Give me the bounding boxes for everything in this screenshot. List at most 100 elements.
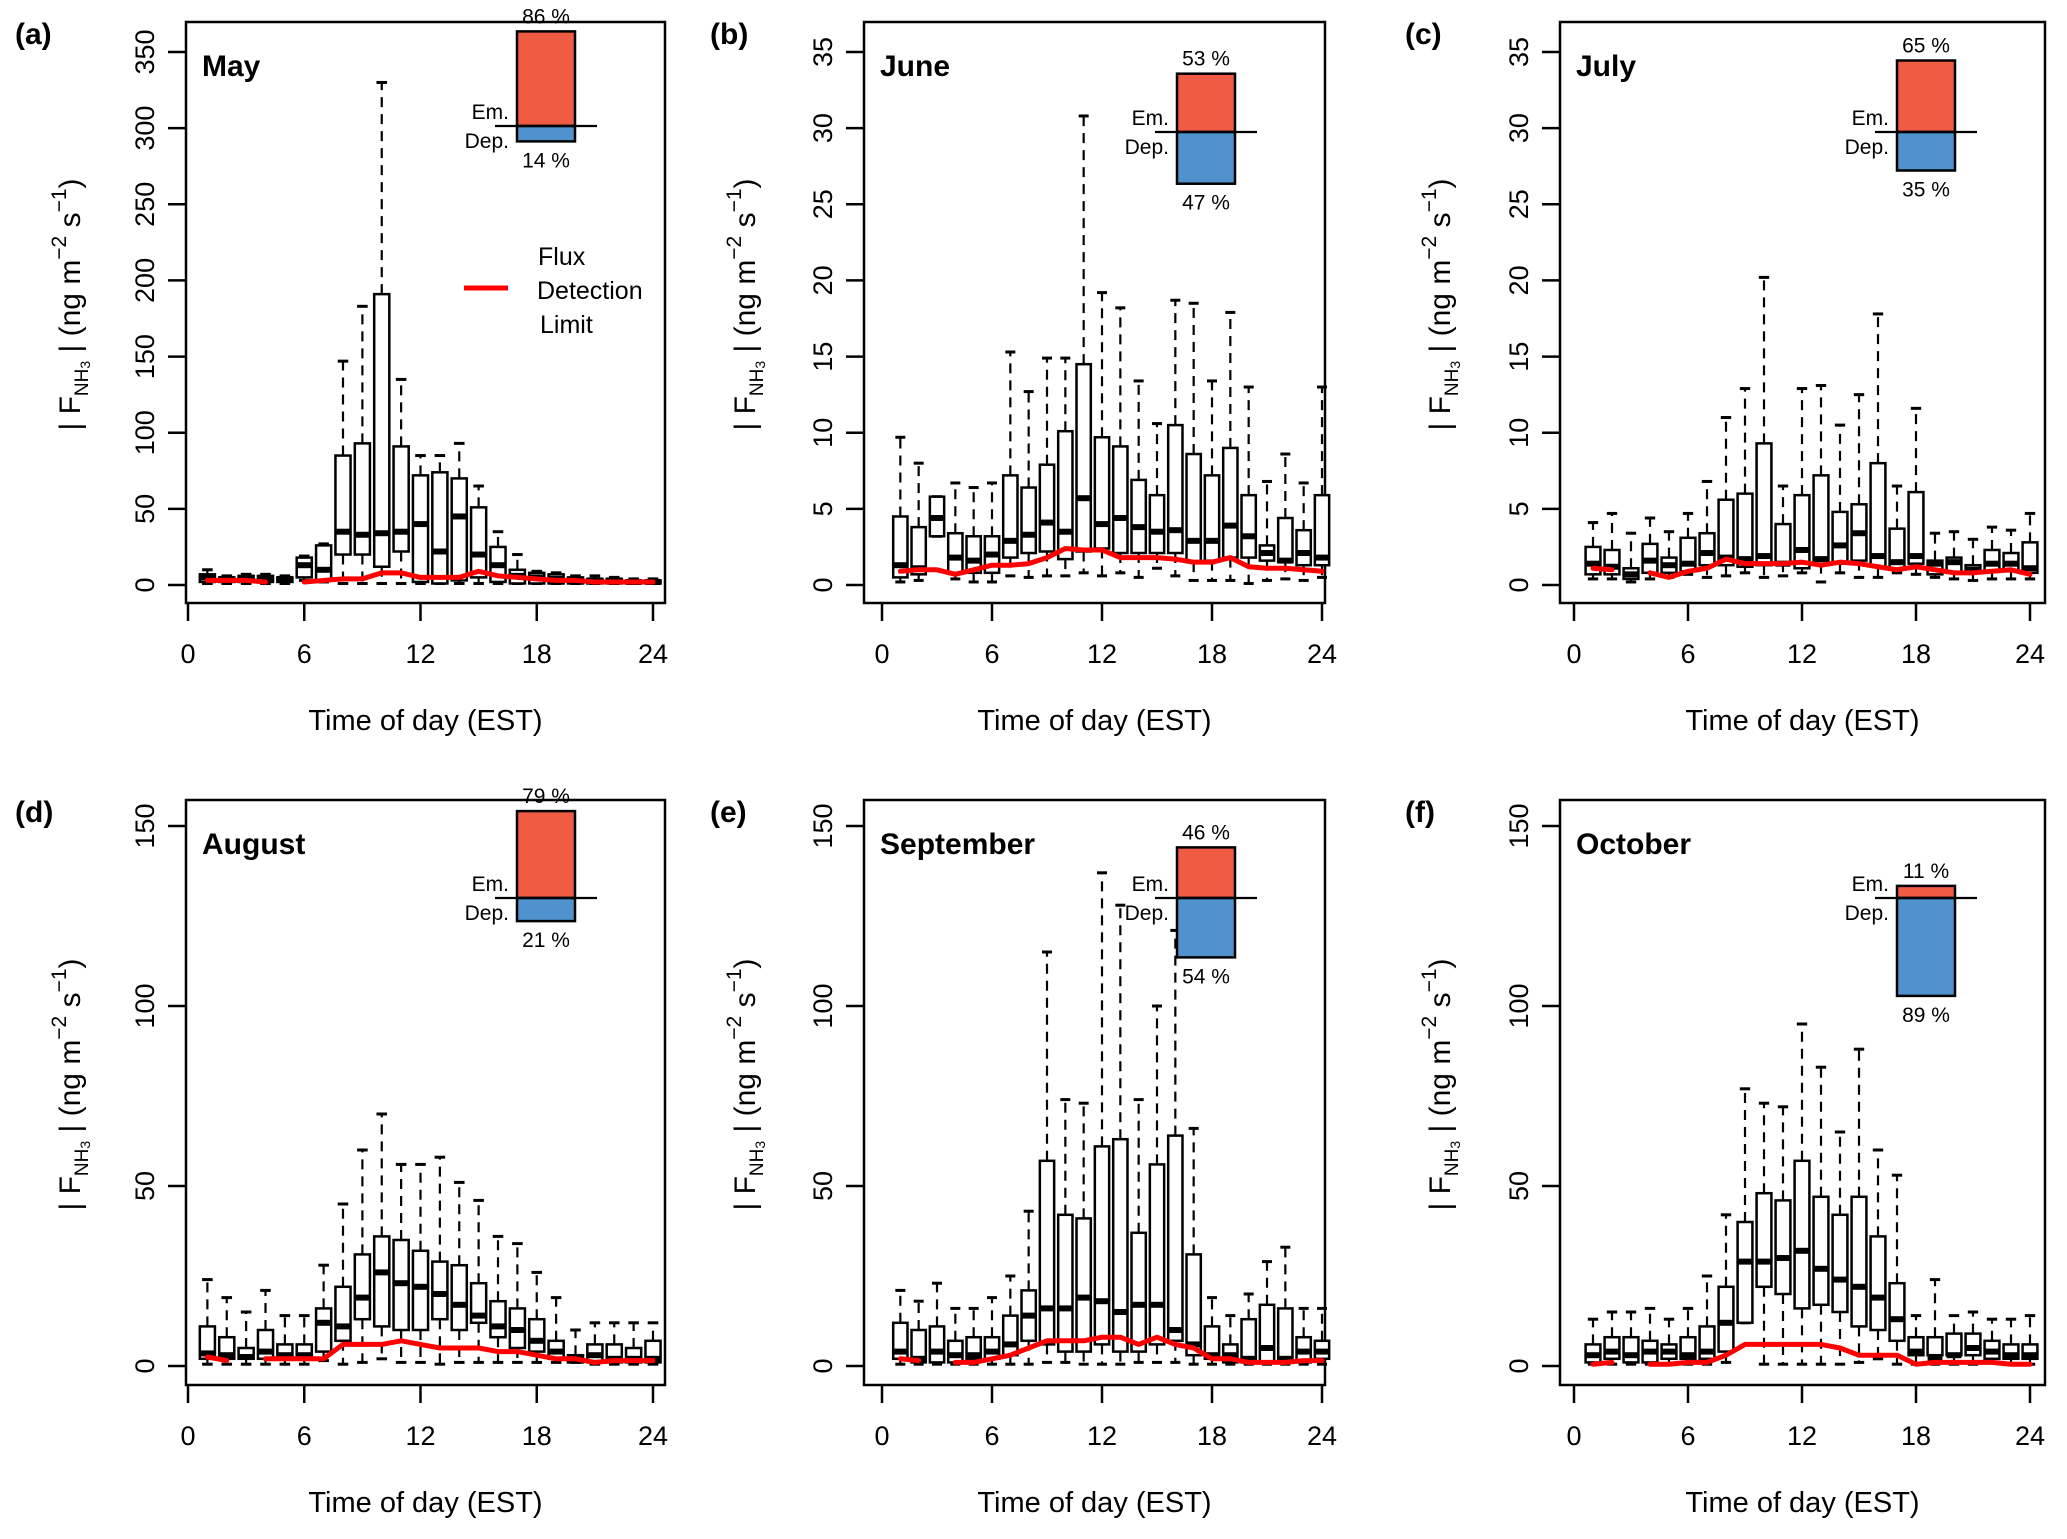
boxplot-hour-20 <box>1945 530 1963 581</box>
boxplot-hour-7 <box>314 542 333 584</box>
ylabel-part: ) <box>1424 178 1457 188</box>
iqr-box <box>946 531 964 575</box>
boxplot-hour-10 <box>1056 356 1074 578</box>
boxplot-hour-15 <box>1850 393 1868 579</box>
iqr-box <box>1020 486 1038 555</box>
dep-label: Dep. <box>1125 136 1169 159</box>
iqr-box <box>1056 429 1074 561</box>
iqr-box <box>450 1263 469 1332</box>
flux-detection-limit-line <box>301 568 656 585</box>
iqr-box <box>411 1249 430 1332</box>
panel-title: July <box>1576 50 1636 83</box>
x-tick-label: 24 <box>1307 639 1337 669</box>
ylabel-part: | (ng m <box>54 1040 87 1141</box>
deposition-bar <box>1895 896 1957 998</box>
iqr-box <box>1907 490 1925 565</box>
boxplot-hour-14 <box>1831 423 1849 575</box>
boxplot-hour-23 <box>2002 528 2020 581</box>
ylabel-part: | (ng m <box>729 260 762 361</box>
ylabel-part: ) <box>1424 958 1457 968</box>
boxplot-hour-17 <box>1888 484 1906 575</box>
emission-bar <box>1895 59 1957 134</box>
flux-detection-limit-line <box>952 1334 1325 1365</box>
ylabel-subscript: NH <box>747 1149 768 1176</box>
ylabel-subscript: NH <box>747 369 768 396</box>
iqr-box <box>1075 1217 1093 1353</box>
ylabel-superscript: −1 <box>723 968 746 992</box>
ylabel-subscript: 3 <box>752 1141 768 1149</box>
x-tick-label: 24 <box>2015 1421 2045 1451</box>
ylabel-part: | F <box>729 396 762 430</box>
boxplot-hour-11 <box>392 377 410 585</box>
ylabel-part: | (ng m <box>1424 1040 1457 1141</box>
iqr-box <box>1093 436 1111 550</box>
x-tick-label: 6 <box>984 1421 999 1451</box>
boxplot-hour-20 <box>1945 1314 1963 1366</box>
ylabel-part: ) <box>729 958 762 968</box>
iqr-box <box>1093 1145 1111 1346</box>
ylabel-part: | F <box>1424 396 1457 430</box>
x-tick-label: 24 <box>638 639 668 669</box>
ylabel-part: | (ng m <box>729 1040 762 1141</box>
y-tick-label: 5 <box>1504 501 1534 516</box>
boxplot-hour-24 <box>1313 385 1331 579</box>
deposition-pct-label: 54 % <box>1182 965 1230 988</box>
y-tick-label: 100 <box>808 983 838 1028</box>
ylabel-superscript: −1 <box>48 188 71 212</box>
boxplot-hour-1 <box>1584 1317 1602 1366</box>
deposition-pct-label: 21 % <box>522 929 570 952</box>
boxplot-hour-8 <box>1020 390 1038 579</box>
emission-bar <box>1175 846 1237 900</box>
y-tick-label: 50 <box>130 494 160 524</box>
iqr-box <box>1983 548 2001 573</box>
plot-frame <box>862 20 1327 605</box>
panel-a: (a) May 0 50 100 150 200 250 300 350 0 6 12 18 24 Time … <box>15 5 668 737</box>
x-tick-label: 18 <box>522 1421 552 1451</box>
boxplot-hour-3 <box>928 1281 946 1366</box>
ylabel-part: | F <box>729 1176 762 1210</box>
flux-detection-limit-line <box>897 545 1325 577</box>
ylabel-subscript: 3 <box>1447 361 1463 369</box>
em-dep-inset: 46 % 54 % Em. Dep. <box>1125 821 1257 988</box>
ylabel-part: s <box>54 212 87 235</box>
emission-bar <box>515 809 577 900</box>
boxplot-hour-24 <box>2021 1314 2039 1366</box>
boxplot-hour-18 <box>1203 379 1221 582</box>
iqr-box <box>392 445 410 553</box>
em-dep-inset: 65 % 35 % Em. Dep. <box>1845 35 1977 202</box>
iqr-box <box>1166 423 1184 555</box>
ylabel-superscript: −2 <box>48 1016 71 1040</box>
x-axis-label: Time of day (EST) <box>977 1487 1211 1519</box>
ylabel-subscript: NH <box>72 369 93 396</box>
boxplot-hour-1 <box>198 1278 217 1366</box>
boxplot-hour-8 <box>334 1202 352 1366</box>
dep-label: Dep. <box>1125 902 1169 925</box>
x-tick-label: 18 <box>522 639 552 669</box>
deposition-bar <box>1895 130 1957 172</box>
x-axis: 0 6 12 18 24 <box>1566 1385 2045 1451</box>
boxplot-hour-2 <box>1603 1310 1621 1366</box>
flux-detection-limit-line <box>1590 565 1615 573</box>
iqr-box <box>372 292 391 568</box>
emission-pct-label: 46 % <box>1182 821 1230 844</box>
boxplot-hour-19 <box>1926 1278 1944 1366</box>
y-tick-label: 10 <box>808 418 838 448</box>
iqr-box <box>334 454 352 556</box>
deposition-pct-label: 47 % <box>1182 192 1230 215</box>
boxplot-hour-9 <box>1736 1087 1754 1325</box>
boxplot-hour-5 <box>1660 1317 1678 1366</box>
boxplot-hour-24 <box>2021 511 2039 581</box>
iqr-box <box>1736 1220 1754 1325</box>
x-tick-label: 0 <box>1566 1421 1581 1451</box>
iqr-box <box>1831 1213 1849 1314</box>
boxplot-hour-4 <box>1641 1306 1659 1366</box>
ylabel-superscript: −1 <box>1418 188 1441 212</box>
x-tick-label: 6 <box>297 1421 312 1451</box>
iqr-box <box>1148 493 1166 555</box>
y-tick-label: 15 <box>1504 342 1534 372</box>
panel-title: June <box>880 50 950 83</box>
iqr-box <box>1056 1213 1074 1353</box>
boxplot-hour-17 <box>1888 1173 1906 1366</box>
boxplot-hour-18 <box>1907 1314 1925 1366</box>
y-tick-label: 30 <box>1504 113 1534 143</box>
